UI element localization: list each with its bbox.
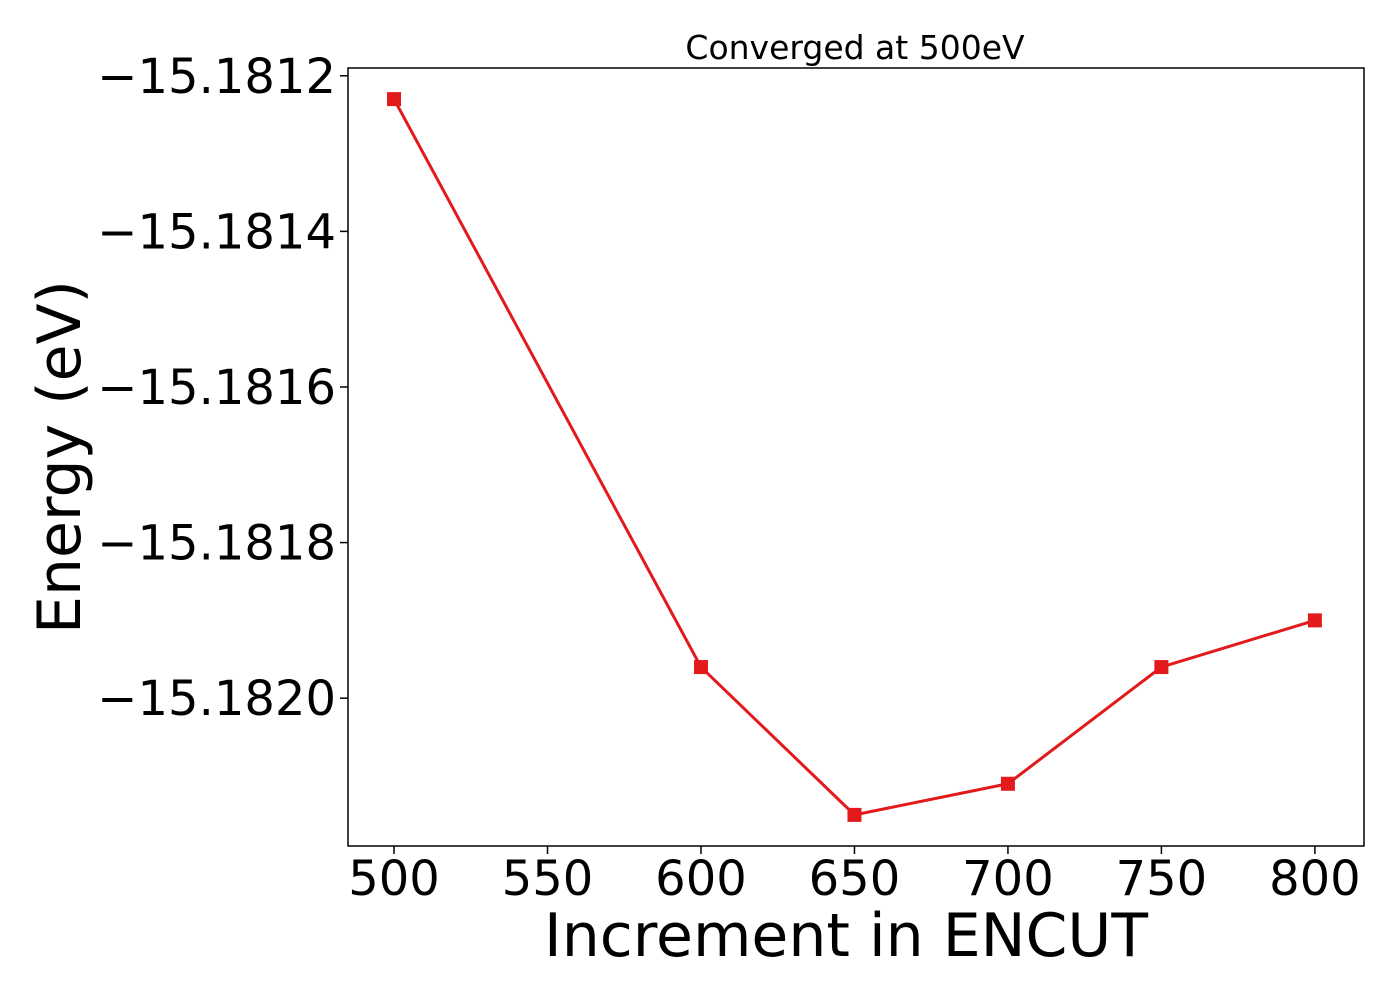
data-point-marker — [1000, 776, 1015, 791]
x-tick-label: 550 — [502, 851, 594, 907]
x-tick-label: 600 — [655, 851, 747, 907]
plot-frame — [347, 67, 1365, 847]
y-tick-label: −15.1818 — [97, 516, 336, 572]
data-point-marker — [387, 92, 402, 107]
y-tick-label: −15.1814 — [97, 204, 336, 260]
data-point-marker — [847, 807, 862, 822]
y-axis-label: Energy (eV) — [25, 280, 95, 634]
data-point-marker — [1154, 660, 1169, 675]
x-tick-label: 700 — [962, 851, 1054, 907]
x-axis-label: Increment in ENCUT — [544, 901, 1148, 971]
plot-layer — [387, 92, 1322, 822]
x-tick-label: 500 — [348, 851, 440, 907]
y-tick-label: −15.1820 — [97, 671, 336, 727]
data-point-marker — [1307, 613, 1322, 628]
y-tick-label: −15.1812 — [97, 49, 336, 105]
chart-title: Converged at 500eV — [685, 28, 1025, 67]
x-tick-label: 800 — [1269, 851, 1361, 907]
x-axis-ticks: 500 550 600 650 700 750 800 — [348, 846, 1361, 907]
y-tick-label: −15.1816 — [97, 360, 336, 416]
x-tick-label: 750 — [1116, 851, 1208, 907]
x-tick-label: 650 — [809, 851, 901, 907]
y-axis-ticks: −15.1812 −15.1814 −15.1816 −15.1818 −15.1820 — [97, 49, 348, 727]
series-line — [392, 98, 1316, 817]
data-point-marker — [693, 660, 708, 675]
